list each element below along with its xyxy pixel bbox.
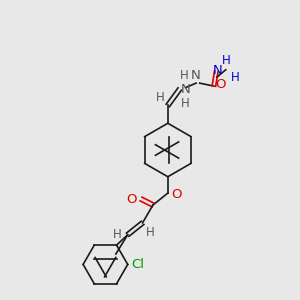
Text: O: O: [171, 188, 182, 201]
Text: O: O: [126, 193, 136, 206]
Text: H: H: [146, 226, 154, 239]
Text: H: H: [231, 71, 240, 84]
Text: H: H: [221, 54, 230, 67]
Text: H: H: [113, 228, 122, 241]
Text: H: H: [181, 98, 190, 110]
Text: H: H: [156, 91, 165, 104]
Text: N: N: [181, 82, 191, 96]
Text: O: O: [215, 78, 226, 91]
Text: H: H: [180, 69, 189, 82]
Text: N: N: [191, 69, 201, 82]
Text: Cl: Cl: [131, 258, 144, 271]
Text: N: N: [213, 64, 223, 77]
